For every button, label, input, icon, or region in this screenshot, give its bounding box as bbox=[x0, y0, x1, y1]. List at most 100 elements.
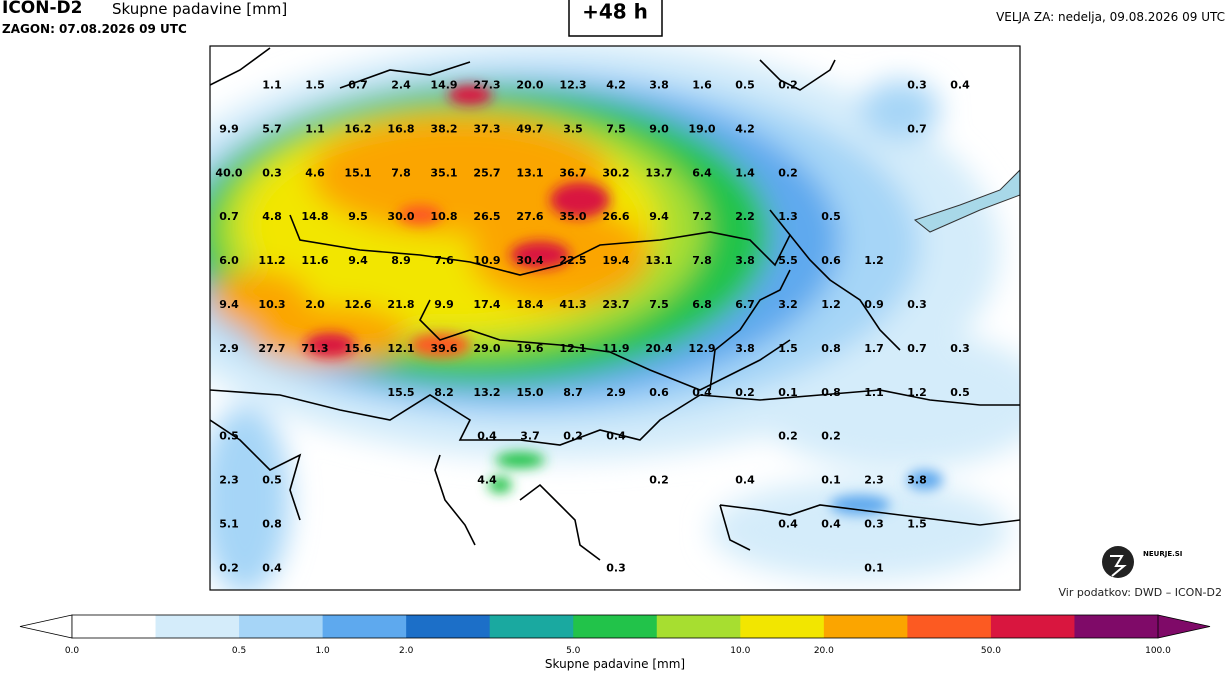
value-labels: 1.1 1.5 0.7 2.4 14.9 27.3 20.0 12.3 4.2 3.8 1.6 0.5… bbox=[215, 79, 970, 575]
colorbar-label: Skupne padavine [mm] bbox=[545, 657, 685, 671]
grid-value: 13.2 bbox=[473, 386, 500, 399]
grid-value: 2.3 bbox=[864, 474, 884, 487]
grid-value: 40.0 bbox=[215, 166, 242, 179]
grid-value: 12.9 bbox=[688, 342, 715, 355]
colorbar-segment bbox=[823, 615, 908, 638]
grid-value: 10.3 bbox=[258, 298, 285, 311]
grid-value: 25.7 bbox=[473, 166, 500, 179]
grid-value: 0.7 bbox=[907, 342, 927, 355]
grid-value: 0.3 bbox=[262, 166, 282, 179]
colorbar-tick-label: 20.0 bbox=[814, 646, 834, 656]
grid-value: 0.9 bbox=[864, 298, 884, 311]
grid-value: 7.8 bbox=[391, 166, 411, 179]
grid-value: 16.2 bbox=[344, 122, 371, 135]
grid-value: 15.6 bbox=[344, 342, 371, 355]
colorbar-segment bbox=[1074, 615, 1159, 638]
grid-value: 9.4 bbox=[219, 298, 239, 311]
grid-value: 19.0 bbox=[688, 122, 715, 135]
lead-box bbox=[568, 0, 663, 37]
colorbar-tick-label: 10.0 bbox=[730, 646, 750, 656]
grid-value: 9.0 bbox=[649, 122, 669, 135]
grid-value: 27.3 bbox=[473, 79, 500, 92]
grid-value: 14.9 bbox=[430, 79, 457, 92]
grid-value: 22.5 bbox=[559, 254, 586, 267]
colorbar-segment bbox=[656, 615, 741, 638]
grid-value: 20.4 bbox=[645, 342, 672, 355]
borders bbox=[210, 47, 1020, 561]
grid-value: 0.4 bbox=[950, 79, 970, 92]
valid-time: VELJA ZA: nedelja, 09.08.2026 09 UTC bbox=[996, 10, 1225, 24]
grid-value: 9.4 bbox=[649, 210, 669, 223]
grid-value: 49.7 bbox=[516, 122, 543, 135]
grid-value: 13.7 bbox=[645, 166, 672, 179]
logo-bolt bbox=[1110, 555, 1127, 577]
grid-value: 12.3 bbox=[559, 79, 586, 92]
logo-text: NEURJE.SI bbox=[1143, 550, 1182, 558]
grid-value: 1.4 bbox=[735, 166, 755, 179]
grid-value: 0.4 bbox=[778, 518, 798, 531]
colorbar-tick-label: 0.0 bbox=[65, 646, 80, 656]
grid-value: 0.5 bbox=[821, 210, 841, 223]
grid-value: 8.2 bbox=[434, 386, 454, 399]
grid-value: 0.8 bbox=[821, 386, 841, 399]
grid-value: 0.1 bbox=[821, 474, 841, 487]
grid-value: 0.3 bbox=[950, 342, 970, 355]
grid-value: 6.0 bbox=[219, 254, 239, 267]
grid-value: 21.8 bbox=[387, 298, 414, 311]
colorbar-segment bbox=[907, 615, 992, 638]
grid-value: 12.6 bbox=[344, 298, 371, 311]
grid-value: 0.4 bbox=[262, 561, 282, 574]
grid-value: 0.7 bbox=[348, 79, 368, 92]
grid-value: 9.9 bbox=[219, 122, 239, 135]
grid-value: 5.1 bbox=[219, 518, 239, 531]
colorbar-segment bbox=[990, 615, 1075, 638]
grid-value: 0.8 bbox=[262, 518, 282, 531]
model-name: ICON-D2 bbox=[2, 0, 82, 18]
grid-value: 8.7 bbox=[563, 386, 583, 399]
grid-value: 16.8 bbox=[387, 122, 414, 135]
grid-value: 41.3 bbox=[559, 298, 586, 311]
grid-value: 35.1 bbox=[430, 166, 457, 179]
colorbar-tick-label: 50.0 bbox=[981, 646, 1001, 656]
data-source: Vir podatkov: DWD – ICON-D2 bbox=[1059, 586, 1223, 599]
grid-value: 2.9 bbox=[606, 386, 626, 399]
grid-value: 1.3 bbox=[778, 210, 798, 223]
lake bbox=[913, 169, 1020, 233]
grid-value: 0.2 bbox=[778, 166, 798, 179]
grid-value: 17.4 bbox=[473, 298, 500, 311]
grid-value: 1.2 bbox=[907, 386, 927, 399]
grid-value: 0.1 bbox=[864, 561, 884, 574]
grid-value: 1.5 bbox=[305, 79, 325, 92]
grid-value: 0.3 bbox=[907, 298, 927, 311]
grid-value: 0.1 bbox=[778, 386, 798, 399]
grid-value: 0.7 bbox=[907, 122, 927, 135]
grid-value: 7.5 bbox=[649, 298, 669, 311]
grid-value: 4.2 bbox=[606, 79, 626, 92]
grid-value: 1.1 bbox=[262, 79, 282, 92]
grid-value: 2.3 bbox=[219, 474, 239, 487]
grid-value: 8.9 bbox=[391, 254, 411, 267]
grid-value: 3.7 bbox=[520, 430, 540, 443]
grid-value: 0.5 bbox=[950, 386, 970, 399]
grid-value: 0.2 bbox=[735, 386, 755, 399]
grid-value: 30.0 bbox=[387, 210, 414, 223]
colorbar-outline bbox=[71, 614, 1159, 639]
grid-value: 3.5 bbox=[563, 122, 583, 135]
grid-value: 35.0 bbox=[559, 210, 586, 223]
grid-value: 1.7 bbox=[864, 342, 884, 355]
grid-value: 1.1 bbox=[305, 122, 325, 135]
grid-value: 71.3 bbox=[301, 342, 328, 355]
colorbar-segment bbox=[573, 615, 658, 638]
grid-value: 20.0 bbox=[516, 79, 543, 92]
grid-value: 0.2 bbox=[563, 430, 583, 443]
grid-value: 0.4 bbox=[821, 518, 841, 531]
grid-value: 6.7 bbox=[735, 298, 755, 311]
grid-value: 15.0 bbox=[516, 386, 543, 399]
grid-value: 0.4 bbox=[606, 430, 626, 443]
grid-value: 0.4 bbox=[477, 430, 497, 443]
grid-value: 9.9 bbox=[434, 298, 454, 311]
grid-value: 0.2 bbox=[778, 430, 798, 443]
grid-value: 5.7 bbox=[262, 122, 282, 135]
colorbar-segment bbox=[155, 615, 240, 638]
grid-value: 0.7 bbox=[219, 210, 239, 223]
